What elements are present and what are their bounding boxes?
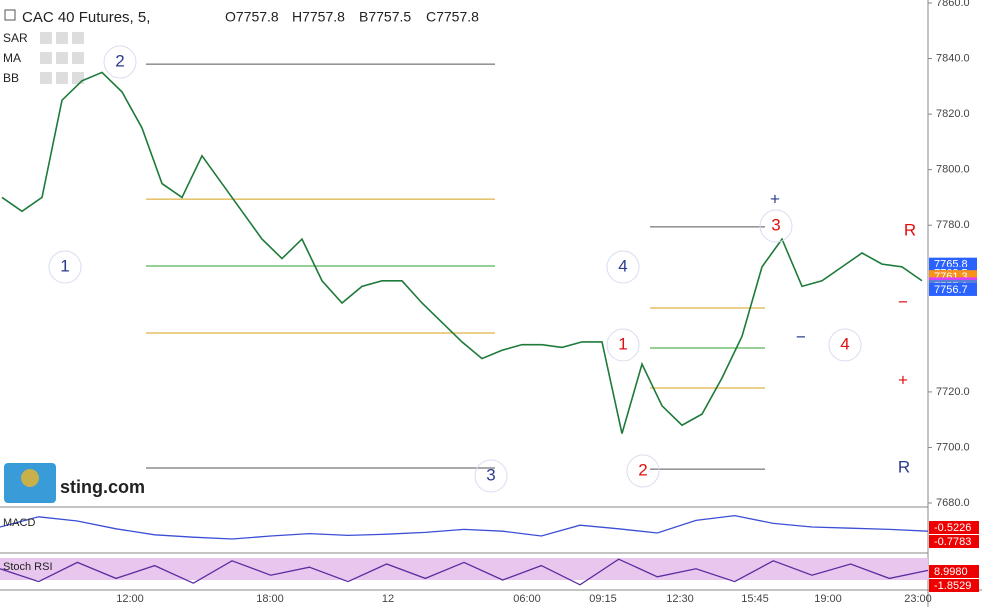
wave-label: − [898, 292, 908, 311]
indicator-button[interactable] [40, 52, 52, 64]
indicator-button[interactable] [56, 72, 68, 84]
y-tick-label: 7820.0 [936, 108, 970, 120]
logo-text: sting.com [60, 477, 145, 497]
indicator-button[interactable] [40, 32, 52, 44]
macd-badge [929, 535, 979, 548]
indicator-button[interactable] [56, 32, 68, 44]
x-tick-label: 06:00 [513, 593, 541, 605]
y-tick-label: 7860.0 [936, 0, 970, 9]
stoch-label: Stoch RSI [3, 561, 53, 573]
wave-label: R [898, 457, 910, 476]
y-tick-label: 7700.0 [936, 441, 970, 453]
symbol-title: CAC 40 Futures, 5, [22, 9, 150, 26]
stoch-badge-label: 8.9980 [934, 566, 968, 578]
x-tick-label: 09:15 [589, 593, 617, 605]
ohlc-value: H7757.8 [292, 9, 345, 25]
wave-circle [606, 250, 640, 284]
x-tick-label: 12:30 [666, 593, 694, 605]
wave-label: 3 [771, 215, 780, 234]
x-tick-label: 15:45 [741, 593, 769, 605]
wave-label: 2 [638, 460, 647, 479]
wave-label: − [796, 327, 806, 346]
indicator-button[interactable] [40, 72, 52, 84]
wave-circle [48, 250, 82, 284]
wave-circle [103, 45, 137, 79]
indicator-label: BB [3, 71, 19, 85]
price-badge [929, 282, 977, 296]
stoch-band [0, 558, 928, 580]
price-badge-label: 7756.7 [934, 284, 968, 296]
stoch-badge [929, 565, 979, 578]
y-tick-label: 7840.0 [936, 52, 970, 64]
ohlc-value: B7757.5 [359, 9, 411, 25]
ohlc-value: C7757.8 [426, 9, 479, 25]
y-tick-label: 7680.0 [936, 497, 970, 509]
macd-badge-label: -0.7783 [934, 536, 971, 548]
wave-circle [759, 209, 793, 243]
macd-badge-label: -0.5226 [934, 522, 971, 534]
y-tick-label: 7720.0 [936, 386, 970, 398]
stoch-line [0, 558, 929, 586]
indicator-button[interactable] [56, 52, 68, 64]
wave-label: 2 [115, 51, 124, 70]
indicator-button[interactable] [72, 72, 84, 84]
indicator-button[interactable] [72, 32, 84, 44]
wave-circle [474, 459, 508, 493]
logo [4, 463, 56, 503]
macd-label: MACD [3, 517, 35, 529]
wave-label: + [770, 189, 780, 208]
stoch-badge [929, 579, 979, 592]
wave-label: + [898, 370, 908, 389]
y-tick-label: 7780.0 [936, 219, 970, 231]
y-tick-label: 7800.0 [936, 164, 970, 176]
macd-badge [929, 521, 979, 534]
collapse-icon[interactable] [4, 9, 16, 21]
macd-line [0, 514, 929, 540]
wave-circle [606, 328, 640, 362]
x-tick-label: 12 [382, 593, 394, 605]
indicator-label: SAR [3, 31, 28, 45]
x-tick-label: 19:00 [814, 593, 842, 605]
stoch-badge-label: -1.8529 [934, 580, 971, 592]
indicator-button[interactable] [72, 52, 84, 64]
x-tick-label: 12:00 [116, 593, 144, 605]
wave-label: 1 [618, 334, 627, 353]
price-line [1, 71, 923, 434]
indicator-label: MA [3, 51, 21, 65]
ohlc-value: O7757.8 [225, 9, 279, 25]
x-tick-label: 23:00 [904, 593, 932, 605]
wave-label: R [904, 220, 916, 239]
wave-label: 4 [840, 334, 849, 353]
wave-label: 4 [618, 256, 627, 275]
wave-circle [626, 454, 660, 488]
wave-circle [828, 328, 862, 362]
wave-label: 3 [486, 465, 495, 484]
x-tick-label: 18:00 [256, 593, 284, 605]
wave-label: 1 [60, 256, 69, 275]
